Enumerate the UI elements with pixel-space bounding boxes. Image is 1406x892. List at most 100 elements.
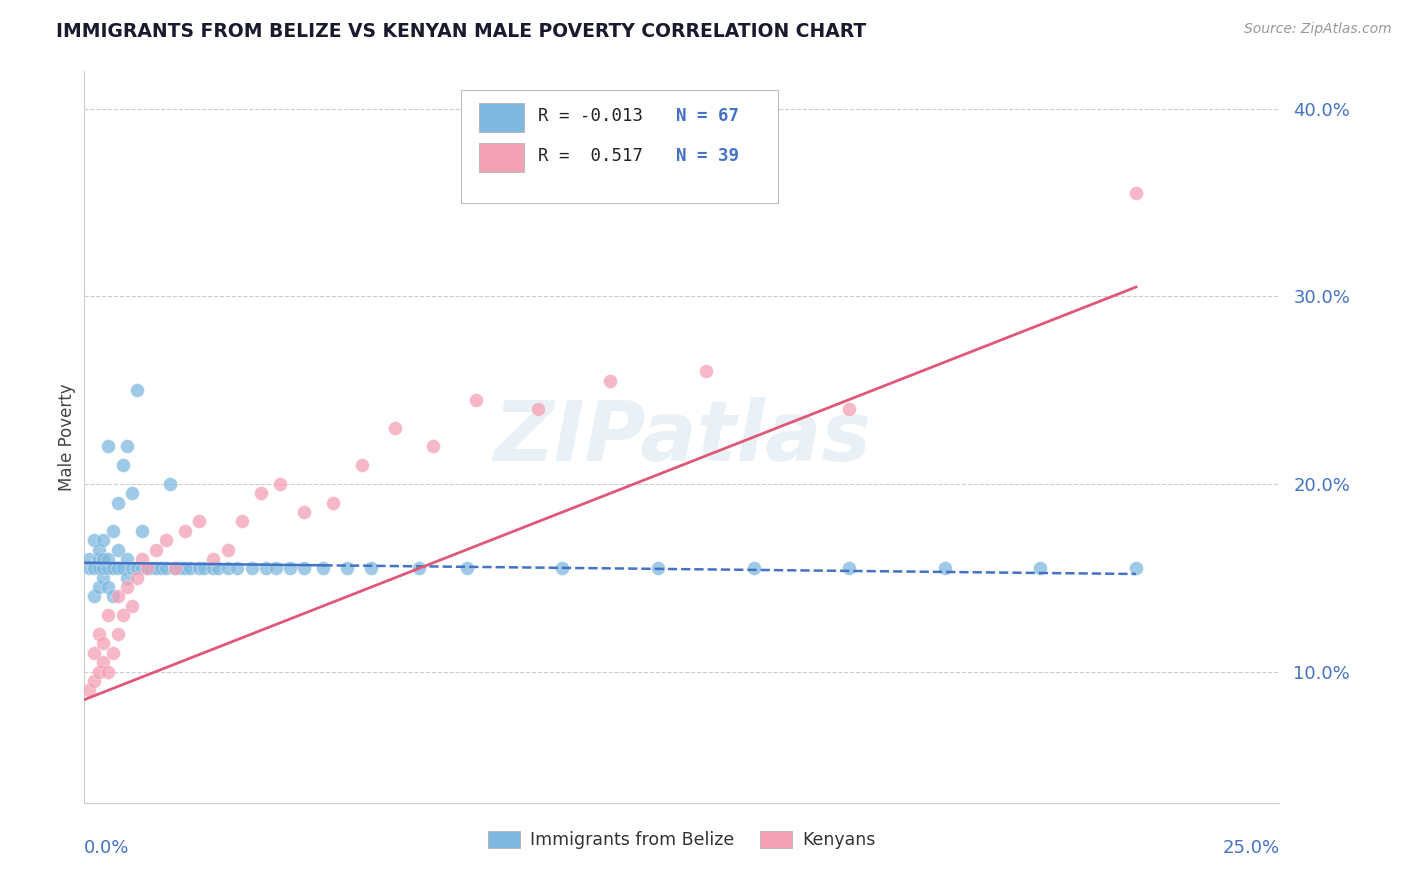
Point <box>125 571 148 585</box>
Point <box>77 683 100 698</box>
Text: 0.0%: 0.0% <box>84 839 129 857</box>
Point <box>121 599 143 613</box>
Point <box>145 542 167 557</box>
Point <box>169 561 191 575</box>
Point <box>131 524 153 538</box>
Point <box>838 561 860 575</box>
Text: N = 39: N = 39 <box>676 147 740 165</box>
Point <box>117 571 139 585</box>
Point <box>87 542 110 557</box>
Text: ZIPatlas: ZIPatlas <box>494 397 870 477</box>
Point <box>202 561 225 575</box>
Point <box>165 561 187 575</box>
Point <box>422 440 444 454</box>
Point <box>135 561 157 575</box>
Point <box>117 552 139 566</box>
Point <box>117 440 139 454</box>
Point <box>336 561 359 575</box>
Point <box>93 533 115 548</box>
Point <box>1125 561 1147 575</box>
Point <box>107 627 129 641</box>
Point <box>254 561 277 575</box>
Point <box>131 561 153 575</box>
Point <box>250 486 273 500</box>
Point <box>322 496 344 510</box>
Point <box>231 515 253 529</box>
Point <box>647 561 669 575</box>
Legend: Immigrants from Belize, Kenyans: Immigrants from Belize, Kenyans <box>481 823 883 856</box>
Point <box>312 561 335 575</box>
Point <box>408 561 430 575</box>
Point <box>360 561 382 575</box>
Point <box>131 552 153 566</box>
Point <box>97 665 120 679</box>
Point <box>456 561 478 575</box>
Point <box>278 561 301 575</box>
Point <box>93 561 115 575</box>
Point <box>217 561 239 575</box>
Point <box>269 477 291 491</box>
Point <box>87 627 110 641</box>
Point <box>1029 561 1052 575</box>
Text: IMMIGRANTS FROM BELIZE VS KENYAN MALE POVERTY CORRELATION CHART: IMMIGRANTS FROM BELIZE VS KENYAN MALE PO… <box>56 22 866 41</box>
Point <box>111 458 134 473</box>
Point <box>145 561 167 575</box>
Point <box>93 655 115 669</box>
Point <box>101 561 124 575</box>
Point <box>121 561 143 575</box>
Point <box>107 561 129 575</box>
Point <box>101 646 124 660</box>
Point <box>226 561 249 575</box>
Point <box>135 561 157 575</box>
Point <box>87 665 110 679</box>
Text: N = 67: N = 67 <box>676 107 740 125</box>
Text: Source: ZipAtlas.com: Source: ZipAtlas.com <box>1244 22 1392 37</box>
Point <box>179 561 201 575</box>
Point <box>193 561 215 575</box>
Point <box>87 580 110 594</box>
Point <box>173 524 195 538</box>
Point <box>77 561 100 575</box>
Point <box>217 542 239 557</box>
Point <box>165 561 187 575</box>
Point <box>107 542 129 557</box>
Point <box>83 533 105 548</box>
Point <box>599 374 621 388</box>
Point <box>695 364 717 378</box>
Point <box>111 561 134 575</box>
FancyBboxPatch shape <box>461 90 778 203</box>
Point <box>202 552 225 566</box>
Point <box>101 524 124 538</box>
Point <box>107 496 129 510</box>
Point <box>97 440 120 454</box>
Point <box>93 552 115 566</box>
Point <box>240 561 263 575</box>
Point <box>83 646 105 660</box>
Text: R =  0.517: R = 0.517 <box>538 147 644 165</box>
Point <box>155 533 177 548</box>
Point <box>97 561 120 575</box>
Point <box>173 561 195 575</box>
Point <box>97 608 120 623</box>
Point <box>125 561 148 575</box>
Point <box>97 580 120 594</box>
Point <box>207 561 229 575</box>
Point <box>87 561 110 575</box>
Point <box>188 515 211 529</box>
Point <box>141 561 163 575</box>
Y-axis label: Male Poverty: Male Poverty <box>58 384 76 491</box>
Point <box>101 590 124 604</box>
Point <box>742 561 765 575</box>
Text: 25.0%: 25.0% <box>1222 839 1279 857</box>
Point <box>93 636 115 650</box>
FancyBboxPatch shape <box>479 103 524 132</box>
Point <box>117 580 139 594</box>
Point <box>149 561 172 575</box>
Point <box>292 505 315 519</box>
Point <box>77 552 100 566</box>
Point <box>121 486 143 500</box>
Point <box>264 561 287 575</box>
Point <box>93 571 115 585</box>
Point <box>384 420 406 434</box>
FancyBboxPatch shape <box>479 143 524 172</box>
